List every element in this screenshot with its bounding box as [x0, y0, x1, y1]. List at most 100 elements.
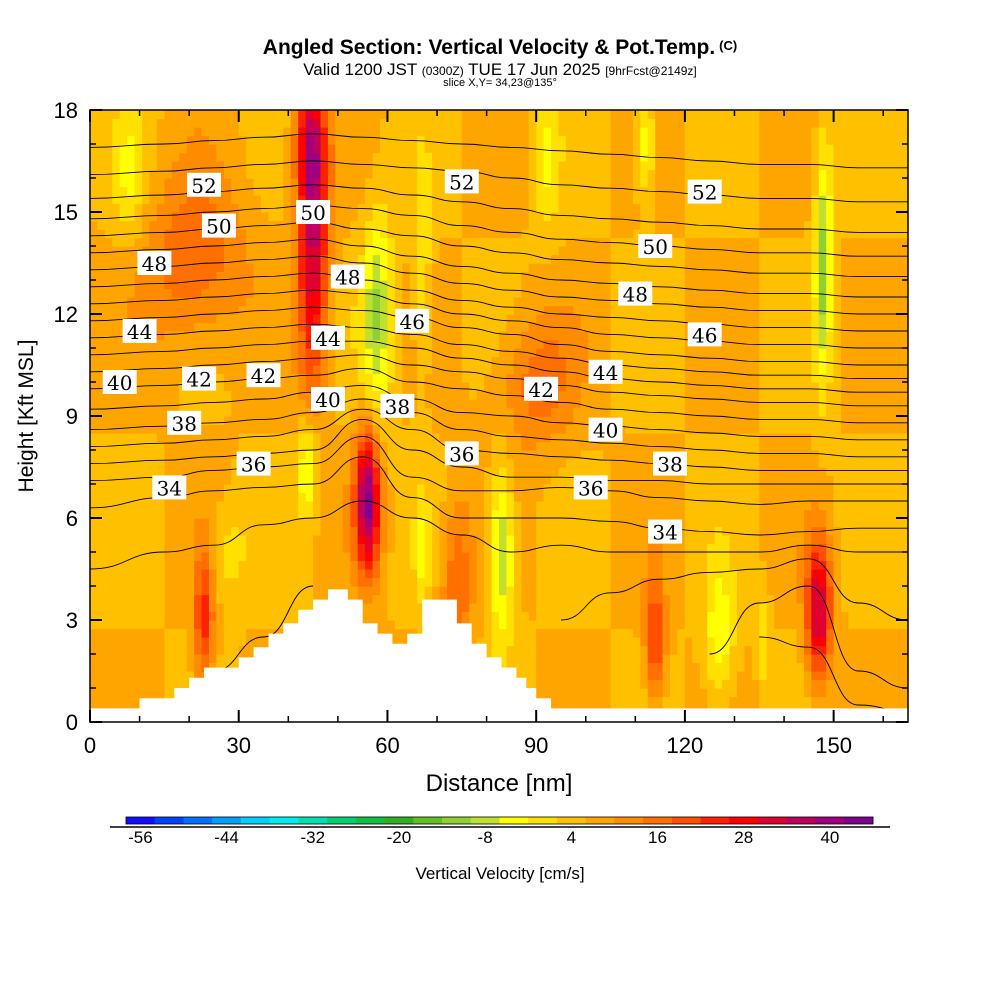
colorbar-swatch — [298, 817, 328, 824]
y-tick-label: 9 — [66, 404, 78, 429]
colorbar-swatch — [154, 817, 184, 824]
valid-prefix: Valid 1200 JST — [303, 60, 417, 79]
isentrope-42 — [90, 340, 908, 393]
contour-label-text: 52 — [692, 181, 717, 205]
colorbar: -56 -44 -32 -20 -8 4 16 28 40 — [110, 816, 890, 847]
contour-label-text: 50 — [206, 215, 231, 239]
contour-label: 42 — [524, 376, 559, 402]
contour-label-text: 38 — [171, 412, 196, 436]
contour-label: 46 — [687, 322, 722, 347]
terrain-profile — [90, 589, 908, 722]
isentrope-39 — [90, 384, 908, 441]
contour-label: 34 — [648, 519, 683, 545]
contour-label: 40 — [311, 387, 345, 412]
contour-label-text: 44 — [127, 320, 152, 344]
colorbar-swatch — [212, 817, 242, 824]
isentrope-46 — [90, 272, 908, 332]
colorbar-swatch — [557, 817, 587, 824]
contour-label-text: 38 — [385, 395, 410, 419]
contour-label-text: 42 — [528, 378, 553, 402]
contour-label-text: 36 — [449, 442, 474, 466]
valid-date: TUE 17 Jun 2025 — [468, 60, 601, 79]
colorbar-swatch — [470, 817, 500, 824]
colorbar-tick-label: -44 — [214, 828, 239, 847]
contour-label: 52 — [187, 172, 221, 198]
x-tick-label: 30 — [226, 733, 250, 758]
y-tick-label: 0 — [66, 710, 78, 735]
colorbar-tick-label: -32 — [301, 828, 326, 847]
colorbar-swatch — [729, 817, 759, 824]
contour-label: 38 — [167, 410, 202, 436]
contour-label: 44 — [588, 359, 623, 385]
isentrope-45 — [90, 289, 908, 349]
slice-info: slice X,Y= 34,23@135° — [443, 77, 557, 89]
y-axis-label: Height [Kft MSL] — [15, 340, 38, 493]
contour-label: 48 — [330, 264, 365, 290]
contour-label: 40 — [588, 417, 623, 443]
contour-label: 40 — [102, 370, 137, 395]
isentrope-49 — [90, 221, 908, 278]
contour-label-text: 44 — [315, 327, 340, 351]
colorbar-swatch — [384, 817, 414, 824]
colorbar-swatch — [126, 817, 156, 824]
contour-label-text: 40 — [593, 419, 618, 443]
colorbar-swatch — [269, 817, 299, 824]
isentrope-37 — [90, 408, 908, 471]
colorbar-swatch — [413, 817, 443, 824]
isentrope-43 — [90, 323, 908, 380]
colorbar-tick-label: 4 — [567, 828, 576, 847]
contour-labels: 52 50 48 44 40 42 42 38 36 34 50 48 44 40 38 46 36 52 42 44… — [102, 169, 722, 545]
x-axis-label: Distance [nm] — [426, 770, 573, 797]
colorbar-tick-label: 40 — [820, 828, 839, 847]
contour-label: 42 — [182, 366, 217, 392]
contour-label: 38 — [653, 451, 687, 477]
colorbar-swatch — [614, 817, 644, 824]
colorbar-swatch — [327, 817, 357, 824]
contour-label-text: 48 — [335, 266, 360, 290]
contour-label: 50 — [201, 213, 236, 239]
y-tick-label: 12 — [54, 302, 78, 327]
x-tick-label: 0 — [84, 733, 96, 758]
valid-time-line: Valid 1200 JST (0300Z) TUE 17 Jun 2025 [… — [0, 60, 1000, 80]
chart-title-text: Angled Section: Vertical Velocity & Pot.… — [262, 36, 716, 59]
y-tick-label: 6 — [66, 506, 78, 531]
colorbar-tick-label: 28 — [734, 828, 753, 847]
y-tick-label: 18 — [54, 98, 78, 123]
isentrope-52 — [90, 160, 908, 203]
contour-label: 38 — [380, 393, 415, 419]
isentrope-30 — [759, 636, 908, 713]
colorbar-swatch — [183, 817, 213, 824]
contour-label: 50 — [638, 234, 673, 259]
isentrope-32 — [213, 585, 314, 672]
colorbar-swatch — [585, 817, 615, 824]
contour-label-text: 48 — [142, 252, 167, 276]
colorbar-swatch — [643, 817, 673, 824]
contour-label: 52 — [687, 179, 722, 205]
colorbar-tick-label: 16 — [648, 828, 667, 847]
isentrope-34 — [90, 456, 908, 536]
colorbar-swatch — [442, 817, 472, 824]
vertical-velocity-field — [90, 110, 908, 722]
isentrope-44 — [90, 306, 908, 366]
isentrope-48 — [90, 238, 908, 298]
contour-label-text: 52 — [449, 170, 474, 194]
isentrope-33 — [90, 500, 908, 570]
colorbar-swatch — [815, 817, 845, 824]
colorbar-swatch — [844, 817, 874, 824]
colorbar-swatch — [240, 817, 270, 824]
x-tick-label: 120 — [667, 733, 704, 758]
colorbar-tick-label: -8 — [478, 828, 493, 847]
isentrope-31 — [709, 585, 908, 689]
contour-label: 36 — [236, 451, 271, 477]
chart-title: Angled Section: Vertical Velocity & Pot.… — [0, 36, 1000, 60]
colorbar-swatch — [528, 817, 558, 824]
contour-label-text: 46 — [399, 310, 424, 334]
contour-label-text: 42 — [186, 368, 211, 392]
contour-label-text: 44 — [593, 361, 618, 385]
contour-label: 44 — [311, 325, 345, 351]
x-tick-label: 90 — [524, 733, 548, 758]
x-tick-label: 150 — [815, 733, 852, 758]
units-tag: (C) — [719, 38, 738, 53]
